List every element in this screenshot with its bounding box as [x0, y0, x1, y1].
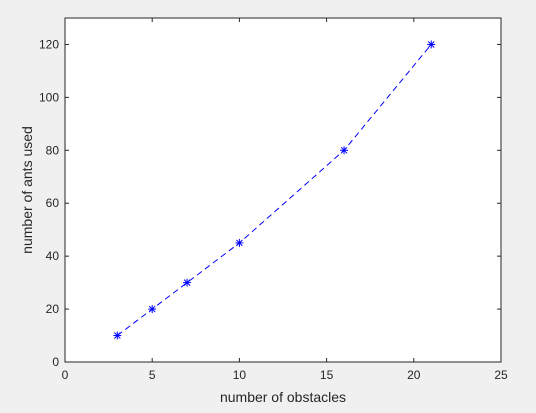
y-tick-label: 60 — [46, 196, 60, 210]
y-tick-label: 20 — [46, 302, 60, 316]
y-tick-label: 80 — [46, 143, 60, 157]
series-line — [117, 44, 432, 336]
data-point — [340, 146, 349, 155]
y-tick-label: 120 — [39, 37, 59, 51]
x-tick-label: 0 — [62, 368, 69, 382]
x-tick-label: 25 — [494, 368, 508, 382]
data-point — [113, 331, 122, 340]
y-tick-label: 0 — [52, 355, 59, 369]
data-point — [427, 40, 436, 49]
x-tick-label: 20 — [407, 368, 421, 382]
data-point — [183, 278, 192, 287]
x-tick-label: 10 — [233, 368, 247, 382]
y-tick-label: 40 — [46, 249, 60, 263]
x-tick-label: 15 — [320, 368, 334, 382]
data-point — [235, 238, 244, 247]
plot-area — [65, 18, 501, 362]
y-tick-label: 100 — [39, 90, 59, 104]
y-axis-label: number of ants used — [19, 126, 35, 254]
data-point — [148, 305, 157, 314]
x-axis-label: number of obstacles — [220, 389, 346, 405]
plot-frame — [64, 17, 502, 363]
x-tick-label: 5 — [149, 368, 156, 382]
